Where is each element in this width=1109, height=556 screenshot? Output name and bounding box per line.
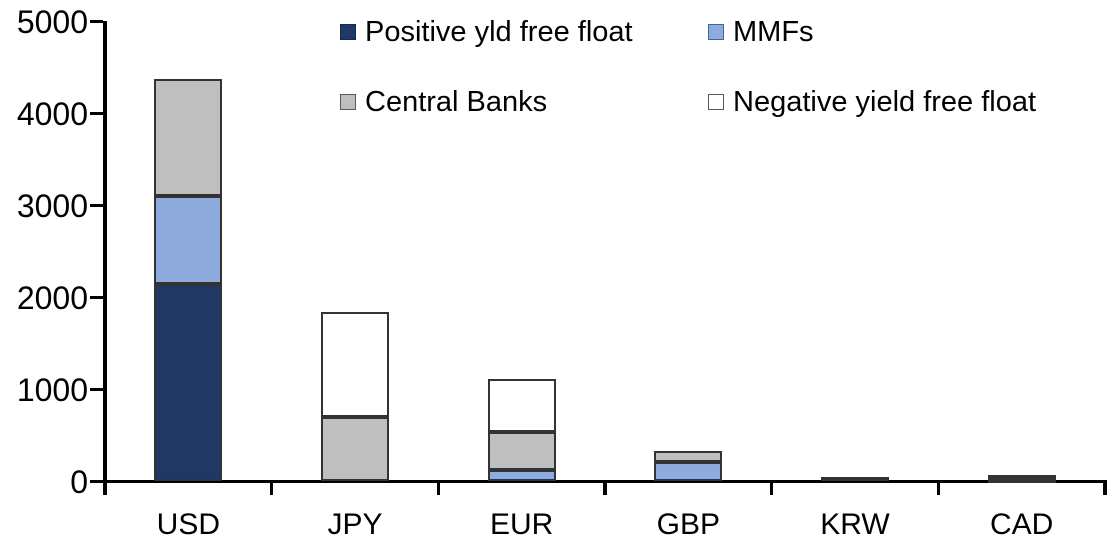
- bar-segment-eur-mmfs: [487, 470, 556, 482]
- x-tick: [936, 481, 941, 495]
- legend-item-mmfs: MMFs: [708, 16, 1036, 48]
- bar-segment-gbp-central-banks: [654, 451, 723, 462]
- bar-segment-usd-mmfs: [154, 196, 223, 284]
- bar-segment-gbp-mmfs: [654, 461, 723, 482]
- legend-label: Central Banks: [365, 86, 548, 118]
- category-label-krw: KRW: [820, 508, 890, 541]
- legend-swatch-positive-yld-free-float: [340, 24, 356, 40]
- bar-segment-jpy-negative-yield-free-float: [321, 312, 389, 418]
- y-axis: [103, 20, 107, 484]
- y-tick-label: 2000: [16, 279, 88, 316]
- y-tick-label: 4000: [16, 95, 88, 132]
- y-tick: [90, 479, 104, 484]
- y-tick-label: 1000: [16, 371, 88, 408]
- bar-segment-cad-positive-yld-free-float: [987, 478, 1056, 483]
- x-tick: [269, 481, 274, 495]
- legend-item-negative-yield-free-float: Negative yield free float: [708, 86, 1036, 118]
- legend-label: MMFs: [733, 16, 814, 48]
- bar-segment-usd-central-banks: [154, 79, 223, 197]
- legend-item-central-banks: Central Banks: [340, 86, 708, 118]
- category-label-gbp: GBP: [656, 508, 720, 541]
- x-tick: [103, 481, 107, 495]
- y-tick: [90, 19, 104, 24]
- bar-segment-jpy-central-banks: [321, 417, 389, 482]
- bar-segment-krw-positive-yld-free-float: [821, 476, 889, 482]
- category-label-jpy: JPY: [327, 508, 383, 541]
- legend-label: Positive yld free float: [365, 16, 633, 48]
- category-label-usd: USD: [156, 508, 220, 541]
- legend-swatch-central-banks: [340, 94, 356, 110]
- bar-segment-eur-negative-yield-free-float: [487, 379, 556, 433]
- bar-segment-eur-central-banks: [487, 432, 556, 471]
- bar-segment-usd-positive-yld-free-float: [154, 283, 223, 482]
- x-tick: [769, 481, 774, 495]
- category-label-eur: EUR: [489, 508, 554, 541]
- y-tick: [90, 387, 104, 392]
- y-tick-label: 5000: [16, 3, 88, 40]
- y-tick: [90, 295, 104, 300]
- y-tick: [90, 203, 104, 208]
- category-label-cad: CAD: [989, 508, 1054, 541]
- legend: Positive yld free float MMFs Central Ban…: [340, 16, 1036, 118]
- legend-swatch-mmfs: [708, 24, 724, 40]
- legend-item-positive-yld-free-float: Positive yld free float: [340, 16, 708, 48]
- x-tick: [603, 481, 607, 495]
- y-tick-label: 0: [70, 463, 88, 500]
- x-tick: [1103, 481, 1107, 495]
- y-tick-label: 3000: [16, 187, 88, 224]
- x-tick: [436, 481, 441, 495]
- y-tick: [90, 111, 104, 116]
- legend-label: Negative yield free float: [733, 86, 1037, 118]
- legend-swatch-negative-yield-free-float: [708, 94, 724, 110]
- bar-segment-cad-central-banks: [987, 474, 1056, 479]
